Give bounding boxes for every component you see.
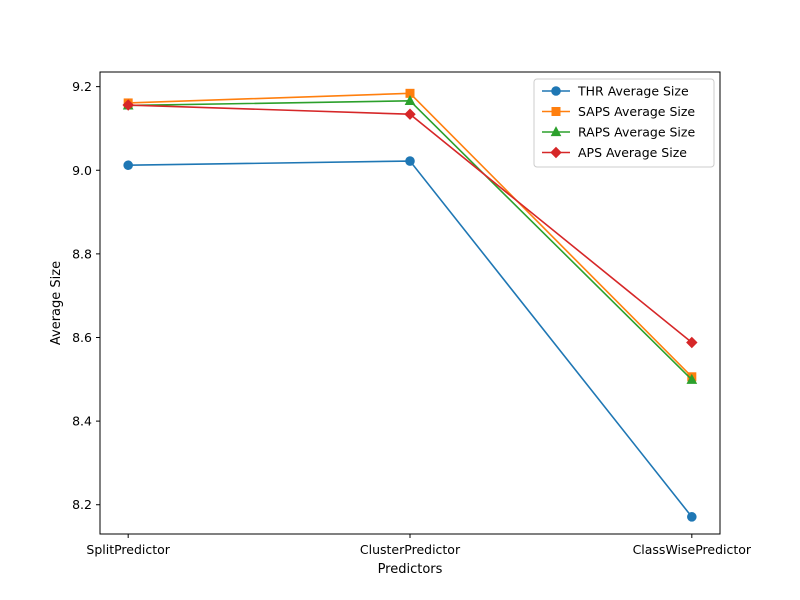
y-tick-label: 8.4 bbox=[72, 414, 92, 429]
y-tick-label: 9.0 bbox=[72, 163, 92, 178]
legend-label: APS Average Size bbox=[578, 145, 687, 160]
data-point bbox=[687, 512, 697, 522]
data-point bbox=[404, 94, 416, 105]
data-point bbox=[404, 108, 416, 120]
legend-label: THR Average Size bbox=[577, 84, 689, 99]
legend-item: SAPS Average Size bbox=[542, 104, 695, 119]
legend-box bbox=[533, 78, 715, 168]
legend-marker bbox=[551, 86, 561, 96]
data-point bbox=[686, 373, 698, 384]
series-diamond bbox=[122, 99, 698, 349]
legend-item: RAPS Average Size bbox=[542, 125, 695, 140]
data-point bbox=[123, 160, 133, 171]
x-tick-label: ClassWisePredictor bbox=[633, 542, 752, 557]
x-axis: SplitPredictor ClusterPredictor ClassWiseP… bbox=[86, 534, 752, 557]
x-axis-label: Predictors bbox=[378, 562, 443, 577]
y-axis: 8.2 8.4 8.6 8.8 9.0 9.2 bbox=[72, 79, 100, 512]
legend-label: SAPS Average Size bbox=[578, 104, 695, 119]
y-axis-label: Average Size bbox=[49, 261, 64, 345]
series-circle bbox=[123, 156, 697, 522]
legend-item: APS Average Size bbox=[542, 145, 687, 160]
legend-item: THR Average Size bbox=[542, 84, 689, 99]
legend-label: RAPS Average Size bbox=[578, 125, 695, 140]
x-tick-label: SplitPredictor bbox=[86, 542, 170, 557]
data-point bbox=[686, 336, 698, 349]
y-tick-label: 8.2 bbox=[72, 497, 92, 512]
y-tick-label: 9.2 bbox=[72, 79, 92, 94]
legend-marker bbox=[550, 126, 562, 137]
x-tick-label: ClusterPredictor bbox=[360, 542, 461, 557]
y-tick-label: 8.6 bbox=[72, 330, 92, 345]
data-point bbox=[122, 99, 134, 111]
data-point bbox=[405, 156, 415, 166]
legend-marker bbox=[550, 146, 562, 159]
y-tick-label: 8.8 bbox=[72, 246, 92, 261]
legend-marker bbox=[551, 107, 561, 116]
series-layer bbox=[122, 88, 698, 522]
legend: THR Average Size SAPS Average Size RAPS Av… bbox=[533, 78, 715, 168]
